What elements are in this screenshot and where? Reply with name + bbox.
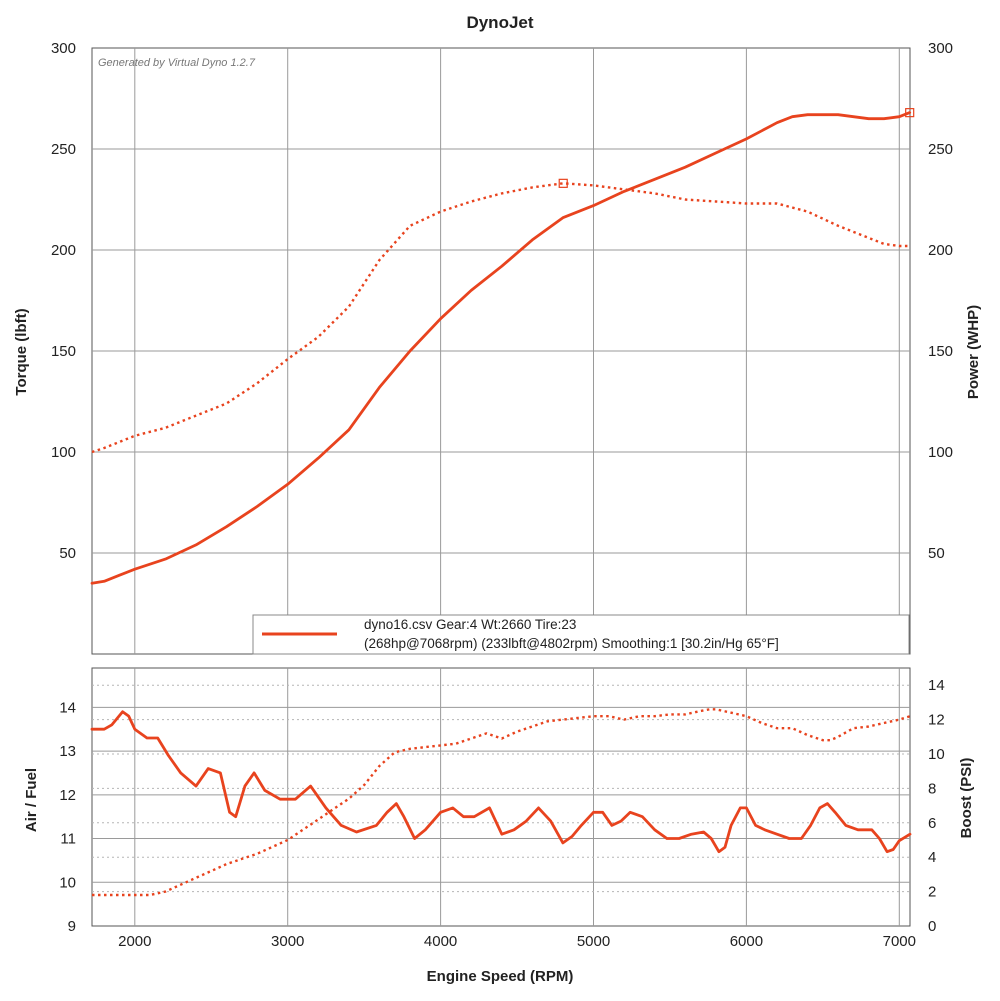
y2-tick-label: 2	[928, 884, 936, 901]
y2-tick-label: 150	[928, 343, 953, 360]
y-tick-label: 13	[59, 743, 76, 760]
y-tick-label: 11	[60, 831, 76, 848]
top-markers	[558, 108, 915, 188]
y2-tick-label: 12	[928, 712, 945, 729]
y-tick-label: 10	[59, 874, 76, 891]
x-tick-label: 4000	[424, 933, 457, 950]
boost-axis-title: Boost (PSI)	[958, 758, 975, 839]
top-series	[90, 111, 912, 585]
y-tick-label: 300	[51, 40, 76, 57]
peak-marker	[905, 108, 915, 118]
peak-marker	[558, 178, 568, 188]
x-tick-label: 3000	[271, 933, 304, 950]
y-tick-label: 250	[51, 141, 76, 158]
bottom-series	[90, 708, 912, 897]
y-tick-label: 14	[59, 699, 76, 716]
y-tick-label: 12	[59, 787, 76, 804]
legend: dyno16.csv Gear:4 Wt:2660 Tire:23 (268hp…	[252, 614, 910, 655]
x-tick-label: 2000	[118, 933, 151, 950]
y-tick-label: 200	[51, 242, 76, 259]
y-tick-label: 9	[68, 918, 76, 935]
legend-box	[252, 614, 910, 655]
y2-tick-label: 10	[928, 746, 945, 763]
y2-tick-label: 0	[928, 918, 936, 935]
legend-line-1: dyno16.csv Gear:4 Wt:2660 Tire:23	[364, 617, 576, 632]
x-tick-label: 7000	[883, 933, 916, 950]
y2-tick-label: 4	[928, 849, 936, 866]
watermark: Generated by Virtual Dyno 1.2.7	[98, 57, 256, 69]
x-tick-label: 5000	[577, 933, 610, 950]
boost-y-ticks: 0 2 4 6 8 10 12 14	[928, 677, 945, 935]
chart-title: DynoJet	[466, 13, 533, 32]
airfuel-axis-title: Air / Fuel	[23, 768, 40, 832]
y-tick-label: 150	[51, 343, 76, 360]
y-tick-label: 100	[51, 444, 76, 461]
series-power-whp	[90, 111, 912, 585]
y2-tick-label: 6	[928, 815, 936, 832]
x-tick-label: 6000	[730, 933, 763, 950]
y2-tick-label: 100	[928, 444, 953, 461]
y2-tick-label: 300	[928, 40, 953, 57]
y2-tick-label: 8	[928, 780, 936, 797]
y2-tick-label: 200	[928, 242, 953, 259]
y2-tick-label: 250	[928, 141, 953, 158]
y2-tick-label: 50	[928, 545, 945, 562]
airfuel-y-ticks: 9 10 11 12 13 14	[59, 699, 76, 935]
bottom-grid	[92, 668, 910, 926]
torque-axis-title: Torque (lbft)	[13, 308, 30, 395]
torque-y-ticks: 50 100 150 200 250 300	[51, 40, 76, 562]
series-boost-psi	[92, 708, 911, 897]
bottom-x-ticks: 2000 3000 4000 5000 6000 7000	[118, 933, 916, 950]
x-axis-title: Engine Speed (RPM)	[427, 968, 574, 985]
y2-tick-label: 14	[928, 677, 945, 694]
series-air-fuel	[90, 710, 912, 854]
power-axis-title: Power (WHP)	[965, 305, 982, 399]
bottom-plot-area	[91, 667, 911, 927]
top-grid	[92, 48, 910, 654]
series-torque-lbft	[91, 182, 910, 454]
legend-line-2: (268hp@7068rpm) (233lbft@4802rpm) Smooth…	[364, 636, 779, 651]
power-y-ticks: 50 100 150 200 250 300	[928, 40, 953, 562]
y-tick-label: 50	[59, 545, 76, 562]
